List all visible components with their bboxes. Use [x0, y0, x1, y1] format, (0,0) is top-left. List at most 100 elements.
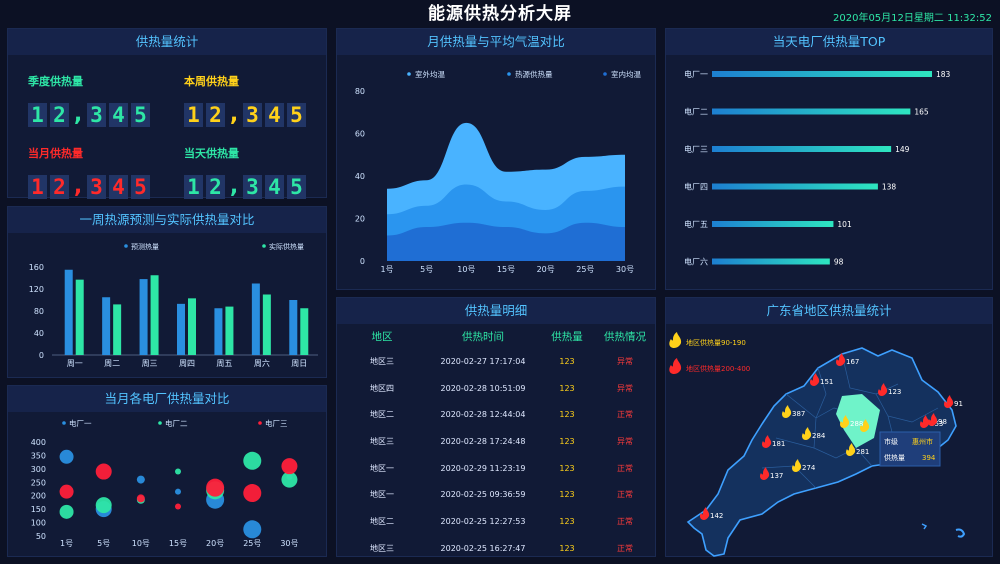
- stat-block: 季度供热量 1 2, 3 4 5: [28, 73, 150, 127]
- digit-box: 1: [184, 103, 203, 127]
- value-label: 138: [882, 183, 897, 192]
- top-panel: 当天电厂供热量TOP 电厂一 183 电厂二 165 电厂三 149 电厂四 138 电厂五 10…: [665, 28, 993, 290]
- legend-label: 室内均温: [611, 69, 641, 79]
- flame-icon: [669, 332, 682, 348]
- header-cell: 地区: [371, 330, 393, 343]
- value-label: 101: [837, 220, 852, 229]
- bubble: [243, 451, 262, 470]
- marker-value: 284: [812, 432, 826, 440]
- cell-time: 2020-02-29 11:23:19: [440, 463, 526, 473]
- panel-title: 月供热量与平均气温对比: [337, 29, 655, 55]
- cell-region: 地区四: [370, 383, 394, 393]
- region-border: [813, 417, 857, 459]
- legend-label: 电厂一: [69, 418, 92, 428]
- flame-icon: [669, 358, 682, 374]
- bar: [225, 306, 234, 355]
- region-border: [775, 437, 815, 449]
- marker-value: 91: [954, 400, 963, 408]
- flame-icon: [792, 459, 802, 472]
- legend-dot: [603, 72, 607, 76]
- digit-box: 2: [50, 175, 69, 199]
- table-row: 地区三 2020-02-27 17:17:04 123 异常: [337, 348, 655, 375]
- y-tick-label: 50: [36, 532, 46, 541]
- cell-region: 地区三: [370, 543, 394, 553]
- marker-value: 137: [770, 472, 783, 480]
- x-tick-label: 1号: [60, 539, 73, 548]
- cell-value: 123: [559, 463, 575, 473]
- x-tick-label: 25号: [243, 539, 261, 548]
- tooltip-value: 394: [922, 454, 936, 462]
- x-tick-label: 20号: [537, 265, 555, 274]
- flame-icon: [810, 373, 820, 386]
- bar: [262, 294, 271, 355]
- digit-box: 1: [184, 175, 203, 199]
- cell-value: 123: [559, 356, 575, 366]
- table-header: 地区 供热时间 供热量 供热情况: [337, 324, 655, 348]
- y-tick-label: 60: [355, 130, 365, 139]
- tooltip-key: 市级: [884, 437, 898, 446]
- flame-icon: [920, 415, 930, 428]
- cell-time: 2020-02-28 10:51:09: [440, 383, 526, 393]
- digit-box: 5: [287, 175, 306, 199]
- bubble: [281, 458, 298, 475]
- x-tick-label: 25号: [576, 265, 594, 274]
- digit-box: 5: [131, 103, 150, 127]
- flame-icon: [846, 443, 856, 456]
- cell-time: 2020-02-25 09:36:59: [440, 490, 526, 500]
- cell-status: 正常: [617, 410, 633, 420]
- x-tick-label: 周四: [179, 359, 195, 368]
- digit-box: 2: [206, 175, 225, 199]
- tooltip-value: 惠州市: [912, 437, 933, 446]
- flame-icon: [760, 467, 770, 480]
- category-label: 电厂六: [684, 257, 708, 267]
- bubble: [206, 478, 225, 497]
- island-outline: [921, 523, 928, 530]
- stat-label: 当天供热量: [184, 147, 239, 160]
- stat-block: 本周供热量 1 2, 3 4 5: [184, 73, 306, 127]
- bubble: [59, 484, 74, 499]
- table-row: 地区二 2020-02-28 12:44:04 123 正常: [337, 401, 655, 428]
- x-tick-label: 20号: [206, 539, 224, 548]
- marker-value: 281: [856, 448, 869, 456]
- digit-comma: ,: [73, 174, 83, 199]
- page-title: 能源供热分析大屏: [428, 4, 572, 24]
- y-tick-label: 20: [355, 215, 365, 224]
- bar: [289, 300, 298, 355]
- bar: [712, 221, 834, 227]
- bubble: [243, 520, 262, 539]
- legend-label: 地区供热量90-190: [686, 338, 746, 347]
- flame-icon: [700, 507, 710, 520]
- digit-box: 3: [87, 175, 106, 199]
- bar: [150, 275, 159, 355]
- legend-label: 预测热量: [131, 242, 159, 251]
- cell-value: 123: [559, 543, 575, 553]
- legend-label: 热源供热量: [515, 69, 553, 79]
- value-label: 165: [914, 108, 929, 117]
- y-tick-label: 80: [355, 87, 365, 96]
- cell-status: 正常: [617, 490, 633, 500]
- bubble: [175, 488, 181, 495]
- y-tick-label: 0: [360, 257, 365, 266]
- x-tick-label: 周一: [67, 359, 83, 368]
- bar: [177, 303, 185, 355]
- bubble: [136, 475, 145, 484]
- marker-value: 181: [772, 440, 785, 448]
- stat-label: 当月供热量: [28, 147, 83, 160]
- x-tick-label: 15号: [169, 539, 187, 548]
- y-tick-label: 250: [31, 478, 46, 487]
- legend-dot: [124, 244, 128, 248]
- bubble: [175, 468, 181, 475]
- marker-value: 123: [888, 388, 901, 396]
- panel-title: 当月各电厂供热量对比: [8, 386, 326, 412]
- marker-value: 142: [710, 512, 723, 520]
- table-row: 地区三 2020-02-25 16:27:47 123 正常: [337, 535, 655, 562]
- x-tick-label: 30号: [280, 539, 298, 548]
- cell-value: 123: [559, 490, 575, 500]
- marker-value: 98: [938, 418, 947, 426]
- stats-panel: 供热量统计 季度供热量 1 2, 3 4 5 本周供热量 1 2, 3 4 5 当月供热量 1 2, 3 4 5 当…: [7, 28, 327, 199]
- table-row: 地区一 2020-02-25 09:36:59 123 正常: [337, 481, 655, 508]
- bar: [712, 71, 932, 77]
- bar: [188, 298, 196, 355]
